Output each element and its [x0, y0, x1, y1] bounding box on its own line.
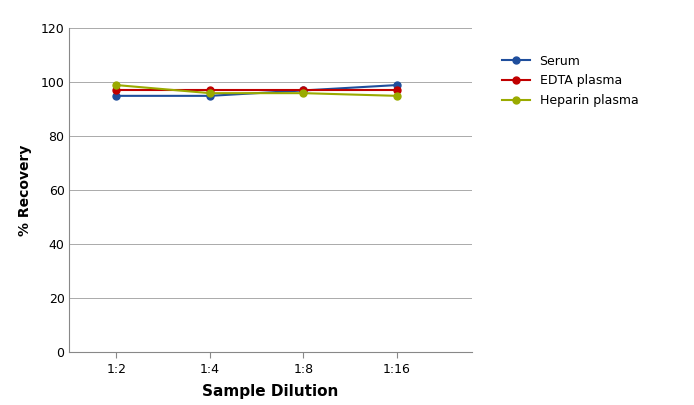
Serum [299, 88, 307, 93]
EDTA plasma [205, 88, 214, 93]
Serum [205, 94, 214, 98]
Line: Heparin plasma: Heparin plasma [112, 81, 400, 99]
Heparin plasma [205, 91, 214, 96]
Line: Serum: Serum [112, 81, 400, 99]
Y-axis label: % Recovery: % Recovery [18, 145, 33, 236]
Heparin plasma [393, 94, 401, 98]
EDTA plasma [112, 88, 120, 93]
Line: EDTA plasma: EDTA plasma [112, 87, 400, 94]
Serum [112, 94, 120, 98]
EDTA plasma [299, 88, 307, 93]
Legend: Serum, EDTA plasma, Heparin plasma: Serum, EDTA plasma, Heparin plasma [498, 51, 642, 111]
Serum [393, 83, 401, 87]
Heparin plasma [112, 83, 120, 87]
EDTA plasma [393, 88, 401, 93]
X-axis label: Sample Dilution: Sample Dilution [203, 384, 339, 399]
Heparin plasma [299, 91, 307, 96]
